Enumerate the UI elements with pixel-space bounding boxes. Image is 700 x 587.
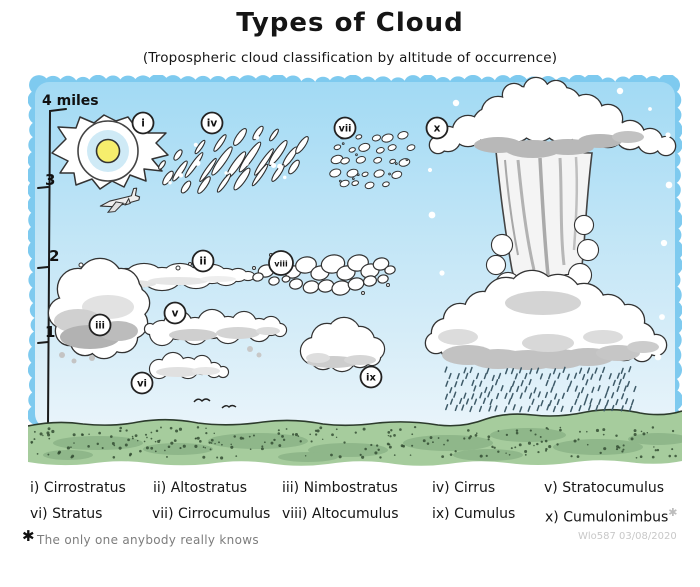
- legend-item-cirrus: iv) Cirrus: [432, 480, 496, 496]
- legend-item-stratus: vi) Stratus: [30, 506, 103, 522]
- marker-vi: vi: [130, 371, 154, 395]
- marker-label: iii: [95, 321, 105, 332]
- diagram-panel: 4 miles 3 2 1 i ii iii iv v vi vii viii ix x: [26, 73, 688, 468]
- ground: [27, 408, 688, 466]
- birds: [193, 398, 237, 409]
- marker-label: x: [434, 123, 441, 135]
- legend-item-altocumulus: viii) Altocumulus: [282, 506, 399, 522]
- marker-ii: ii: [191, 249, 215, 273]
- axis-tick-3: 3: [45, 171, 55, 189]
- marker-v: v: [163, 301, 187, 325]
- legend-item-cirrocumulus: vii) Cirrocumulus: [152, 506, 271, 522]
- page-subtitle: (Tropospheric cloud classification by al…: [142, 50, 558, 66]
- marker-iii: iii: [88, 313, 112, 337]
- legend-item-stratocumulus: v) Stratocumulus: [544, 480, 665, 496]
- legend-item-nimbostratus: iii) Nimbostratus: [282, 480, 398, 496]
- artist-signature: Wlo587 03/08/2020: [578, 531, 677, 542]
- legend-item-cumulonimbus-text: x) Cumulonimbus: [545, 509, 669, 526]
- marker-ix: ix: [359, 365, 383, 389]
- altitude-axis: 4 miles 3 2 1: [37, 93, 99, 426]
- marker-label: ii: [199, 256, 206, 268]
- stratus-cloud: [148, 351, 230, 380]
- marker-iv: iv: [200, 111, 224, 135]
- cumulonimbus-cloud: [424, 76, 677, 413]
- footnote-star: ✱: [22, 527, 35, 545]
- axis-tick-2: 2: [49, 247, 59, 265]
- legend-item-cumulus: ix) Cumulus: [432, 506, 516, 522]
- cumulonimbus-note-star: ✱: [668, 506, 678, 519]
- marker-label: i: [141, 118, 145, 130]
- marker-viii: viii: [268, 250, 294, 276]
- marker-i: i: [131, 111, 155, 135]
- sun: [95, 138, 121, 164]
- marker-label: vii: [339, 124, 352, 135]
- axis-label-4-miles: 4 miles: [42, 93, 99, 109]
- footnote-text: The only one anybody really knows: [37, 533, 259, 547]
- legend-item-cumulonimbus: x) Cumulonimbus✱: [545, 506, 677, 526]
- marker-label: iv: [207, 118, 218, 130]
- marker-label: vi: [137, 379, 147, 390]
- airplane: [99, 187, 141, 213]
- page-title: Types of Cloud: [236, 8, 464, 38]
- marker-vii: vii: [333, 116, 357, 140]
- marker-x: x: [425, 116, 449, 140]
- marker-label: ix: [366, 373, 376, 384]
- legend-item-cirrostratus: i) Cirrostratus: [30, 480, 126, 496]
- cirrus-cloud: [158, 125, 309, 194]
- marker-label: v: [172, 308, 179, 320]
- axis-tick-1: 1: [45, 323, 55, 341]
- cumulus-cloud: [299, 316, 386, 373]
- legend-item-altostratus: ii) Altostratus: [153, 480, 247, 496]
- cirrocumulus-cloud: [329, 131, 416, 190]
- marker-label: viii: [274, 260, 288, 269]
